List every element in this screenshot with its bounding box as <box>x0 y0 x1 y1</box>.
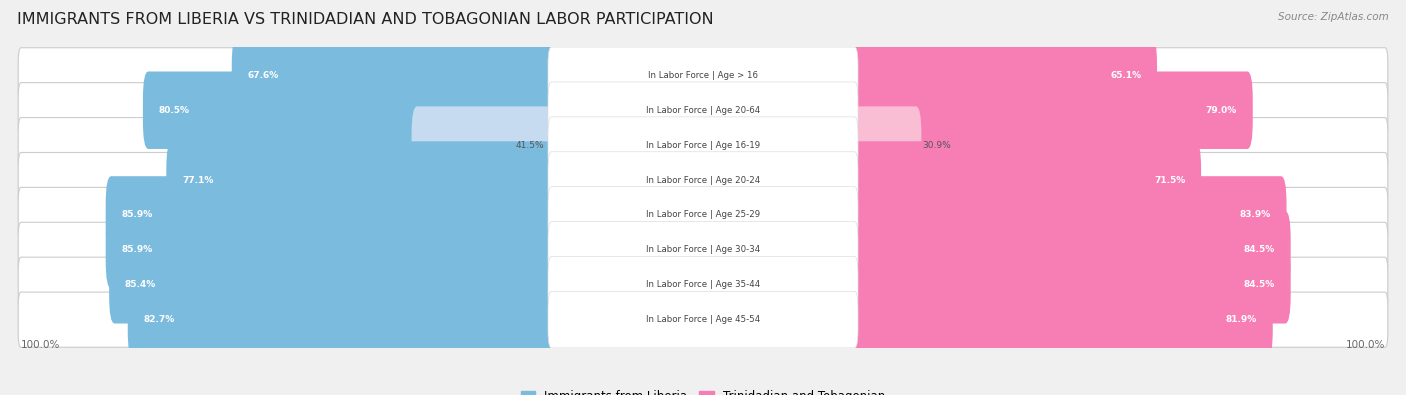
FancyBboxPatch shape <box>548 292 858 348</box>
FancyBboxPatch shape <box>849 211 1291 289</box>
Text: Source: ZipAtlas.com: Source: ZipAtlas.com <box>1278 12 1389 22</box>
Text: 85.4%: 85.4% <box>125 280 156 289</box>
FancyBboxPatch shape <box>548 187 858 243</box>
FancyBboxPatch shape <box>412 106 557 184</box>
Text: 85.9%: 85.9% <box>121 211 153 220</box>
Text: In Labor Force | Age 30-34: In Labor Force | Age 30-34 <box>645 245 761 254</box>
FancyBboxPatch shape <box>18 83 1388 138</box>
Text: In Labor Force | Age 20-24: In Labor Force | Age 20-24 <box>645 175 761 184</box>
FancyBboxPatch shape <box>849 281 1272 358</box>
FancyBboxPatch shape <box>128 281 557 358</box>
Text: 77.1%: 77.1% <box>183 175 214 184</box>
FancyBboxPatch shape <box>548 152 858 208</box>
FancyBboxPatch shape <box>18 187 1388 243</box>
FancyBboxPatch shape <box>849 246 1291 324</box>
Text: In Labor Force | Age 20-64: In Labor Force | Age 20-64 <box>645 106 761 115</box>
Text: 84.5%: 84.5% <box>1243 280 1275 289</box>
FancyBboxPatch shape <box>232 37 557 114</box>
Text: 82.7%: 82.7% <box>143 315 174 324</box>
FancyBboxPatch shape <box>18 257 1388 312</box>
FancyBboxPatch shape <box>548 117 858 173</box>
Text: 41.5%: 41.5% <box>516 141 544 150</box>
FancyBboxPatch shape <box>105 211 557 289</box>
FancyBboxPatch shape <box>18 118 1388 173</box>
Text: 30.9%: 30.9% <box>922 141 952 150</box>
Text: In Labor Force | Age 16-19: In Labor Force | Age 16-19 <box>645 141 761 150</box>
FancyBboxPatch shape <box>18 152 1388 208</box>
FancyBboxPatch shape <box>143 71 557 149</box>
Text: 100.0%: 100.0% <box>1346 340 1385 350</box>
FancyBboxPatch shape <box>548 222 858 278</box>
FancyBboxPatch shape <box>849 141 1201 219</box>
Text: In Labor Force | Age 25-29: In Labor Force | Age 25-29 <box>645 211 761 220</box>
Text: 81.9%: 81.9% <box>1226 315 1257 324</box>
Legend: Immigrants from Liberia, Trinidadian and Tobagonian: Immigrants from Liberia, Trinidadian and… <box>516 385 890 395</box>
FancyBboxPatch shape <box>18 292 1388 347</box>
Text: 65.1%: 65.1% <box>1111 71 1142 80</box>
FancyBboxPatch shape <box>105 176 557 254</box>
Text: 100.0%: 100.0% <box>21 340 60 350</box>
FancyBboxPatch shape <box>110 246 557 324</box>
FancyBboxPatch shape <box>548 47 858 103</box>
FancyBboxPatch shape <box>849 37 1157 114</box>
FancyBboxPatch shape <box>18 222 1388 277</box>
Text: 83.9%: 83.9% <box>1240 211 1271 220</box>
Text: In Labor Force | Age 45-54: In Labor Force | Age 45-54 <box>645 315 761 324</box>
FancyBboxPatch shape <box>849 176 1286 254</box>
Text: 85.9%: 85.9% <box>121 245 153 254</box>
Text: 79.0%: 79.0% <box>1206 106 1237 115</box>
Text: In Labor Force | Age 35-44: In Labor Force | Age 35-44 <box>645 280 761 289</box>
FancyBboxPatch shape <box>18 48 1388 103</box>
FancyBboxPatch shape <box>548 256 858 313</box>
FancyBboxPatch shape <box>548 82 858 139</box>
Text: IMMIGRANTS FROM LIBERIA VS TRINIDADIAN AND TOBAGONIAN LABOR PARTICIPATION: IMMIGRANTS FROM LIBERIA VS TRINIDADIAN A… <box>17 12 713 27</box>
Text: 67.6%: 67.6% <box>247 71 278 80</box>
Text: 84.5%: 84.5% <box>1243 245 1275 254</box>
FancyBboxPatch shape <box>849 106 921 184</box>
FancyBboxPatch shape <box>166 141 557 219</box>
Text: 80.5%: 80.5% <box>159 106 190 115</box>
Text: 71.5%: 71.5% <box>1154 175 1185 184</box>
FancyBboxPatch shape <box>849 71 1253 149</box>
Text: In Labor Force | Age > 16: In Labor Force | Age > 16 <box>648 71 758 80</box>
